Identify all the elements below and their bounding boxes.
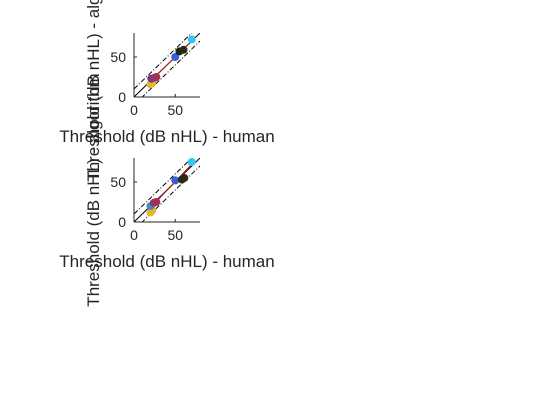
reference-line-0: [134, 33, 193, 90]
y-tick-label: 0: [118, 214, 126, 230]
x-tick-label: 50: [167, 102, 183, 118]
reference-line-1: [141, 40, 200, 97]
y-tick-label: 0: [118, 89, 126, 105]
x-tick-label: 50: [167, 227, 183, 243]
data-point-8: [187, 35, 196, 44]
data-point-7: [179, 45, 188, 54]
reference-line-1: [141, 165, 200, 222]
x-tick-label: 0: [130, 102, 138, 118]
x-axis-label: Threshold (dB nHL) - human: [59, 127, 274, 146]
y-axis-label: Threshold (dB nHL) - algorithm: [84, 73, 103, 306]
data-point-4: [152, 73, 161, 81]
scatter-panel-top: 0 50 0 50 Threshold (dB nHL) - humanThreshol…: [59, 0, 274, 182]
data-point-5: [171, 176, 180, 185]
x-tick-label: 0: [130, 227, 138, 243]
y-tick-label: 50: [110, 174, 126, 190]
data-point-4: [152, 198, 161, 206]
x-axis-label: Threshold (dB nHL) - human: [59, 252, 274, 271]
data-point-5: [171, 53, 180, 61]
data-point-8: [187, 158, 196, 166]
y-tick-label: 50: [110, 49, 126, 65]
data-point-7: [180, 174, 189, 182]
y-axis-label: Threshold (dB nHL) - algorithm: [84, 0, 103, 182]
